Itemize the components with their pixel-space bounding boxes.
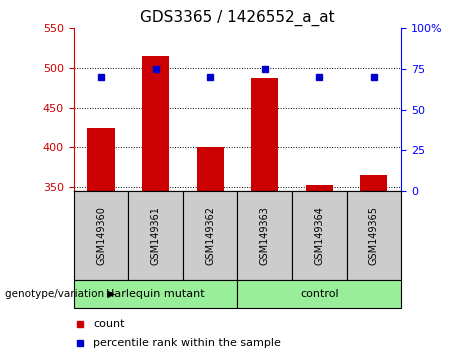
Bar <box>74 191 128 280</box>
Bar <box>237 191 292 280</box>
Text: GSM149364: GSM149364 <box>314 206 324 265</box>
Text: GSM149362: GSM149362 <box>205 206 215 265</box>
Text: count: count <box>94 319 125 329</box>
Bar <box>196 148 224 191</box>
Bar <box>360 175 387 191</box>
Bar <box>292 191 347 280</box>
Text: GSM149365: GSM149365 <box>369 206 379 265</box>
Text: Harlequin mutant: Harlequin mutant <box>106 289 205 299</box>
Bar <box>88 127 115 191</box>
Bar <box>237 280 401 308</box>
Text: GSM149361: GSM149361 <box>151 206 160 265</box>
Bar <box>251 78 278 191</box>
Title: GDS3365 / 1426552_a_at: GDS3365 / 1426552_a_at <box>140 9 335 25</box>
Bar <box>142 56 169 191</box>
Text: control: control <box>300 289 338 299</box>
Text: percentile rank within the sample: percentile rank within the sample <box>94 338 281 348</box>
Bar <box>74 280 237 308</box>
Bar <box>183 191 237 280</box>
Bar <box>128 191 183 280</box>
Text: genotype/variation ▶: genotype/variation ▶ <box>5 289 115 299</box>
Bar <box>347 191 401 280</box>
Text: GSM149360: GSM149360 <box>96 206 106 265</box>
Bar <box>306 185 333 191</box>
Text: GSM149363: GSM149363 <box>260 206 270 265</box>
